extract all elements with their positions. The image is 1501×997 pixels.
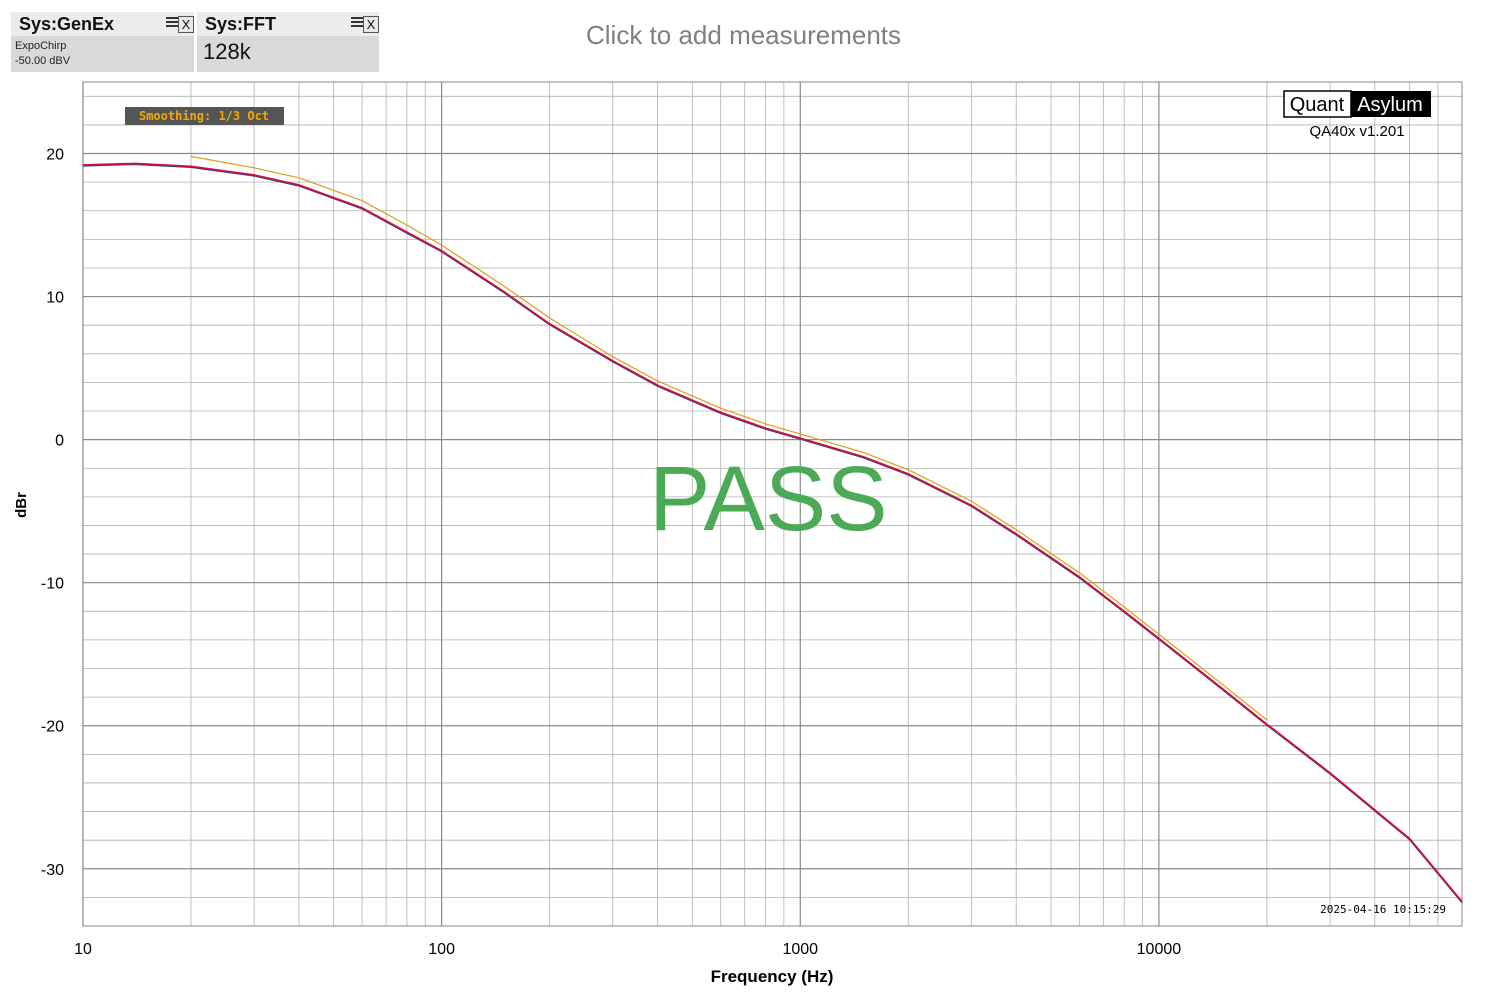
- generator-panel[interactable]: Sys:GenEx X ExpoChirp -50.00 dBV: [11, 12, 194, 72]
- brand-version: QA40x v1.201: [1309, 123, 1404, 140]
- data-lines: [82, 155, 1463, 904]
- y-tick-label: -30: [41, 862, 64, 879]
- smoothing-badge: Smoothing: 1/3 Oct: [125, 107, 284, 125]
- fft-panel-header: Sys:FFT X: [197, 12, 379, 36]
- x-tick-label: 1000: [782, 941, 818, 958]
- x-tick-label: 10000: [1137, 941, 1182, 958]
- generator-menu-icon[interactable]: [166, 17, 178, 30]
- y-tick-label: -20: [41, 719, 64, 736]
- plot-frame: [82, 81, 1463, 927]
- brand-logo: Quant Asylum QA40x v1.201: [1283, 90, 1431, 140]
- timestamp: 2025-04-16 10:15:29: [1320, 903, 1446, 916]
- fft-menu-icon[interactable]: [351, 17, 363, 30]
- generator-close-icon[interactable]: X: [178, 16, 194, 33]
- brand-quant: Quant: [1290, 94, 1345, 116]
- y-tick-label: 0: [55, 433, 64, 450]
- x-tick-label: 10: [74, 941, 92, 958]
- generator-level: -50.00 dBV: [15, 55, 71, 67]
- fft-panel[interactable]: Sys:FFT X 128k: [197, 12, 379, 72]
- y-tick-label: 10: [46, 290, 64, 307]
- pass-label: PASS: [649, 448, 888, 550]
- generator-mode: ExpoChirp: [15, 40, 67, 52]
- y-axis-label: dBr: [13, 492, 30, 518]
- fft-close-icon[interactable]: X: [363, 16, 379, 33]
- brand-asylum: Asylum: [1357, 94, 1423, 116]
- add-measurements-hint[interactable]: Click to add measurements: [586, 20, 902, 50]
- series-measured-line: [82, 162, 1463, 903]
- x-tick-label: 100: [428, 941, 455, 958]
- fft-size: 128k: [203, 39, 251, 64]
- series-reference-line: [190, 155, 1268, 721]
- y-tick-label: -10: [41, 576, 64, 593]
- x-axis-label: Frequency (Hz): [711, 967, 834, 986]
- generator-title: Sys:GenEx: [19, 14, 115, 34]
- y-tick-label: 20: [46, 147, 64, 164]
- generator-panel-header: Sys:GenEx X: [11, 12, 194, 36]
- fft-title: Sys:FFT: [205, 14, 277, 34]
- smoothing-label: Smoothing: 1/3 Oct: [139, 109, 269, 123]
